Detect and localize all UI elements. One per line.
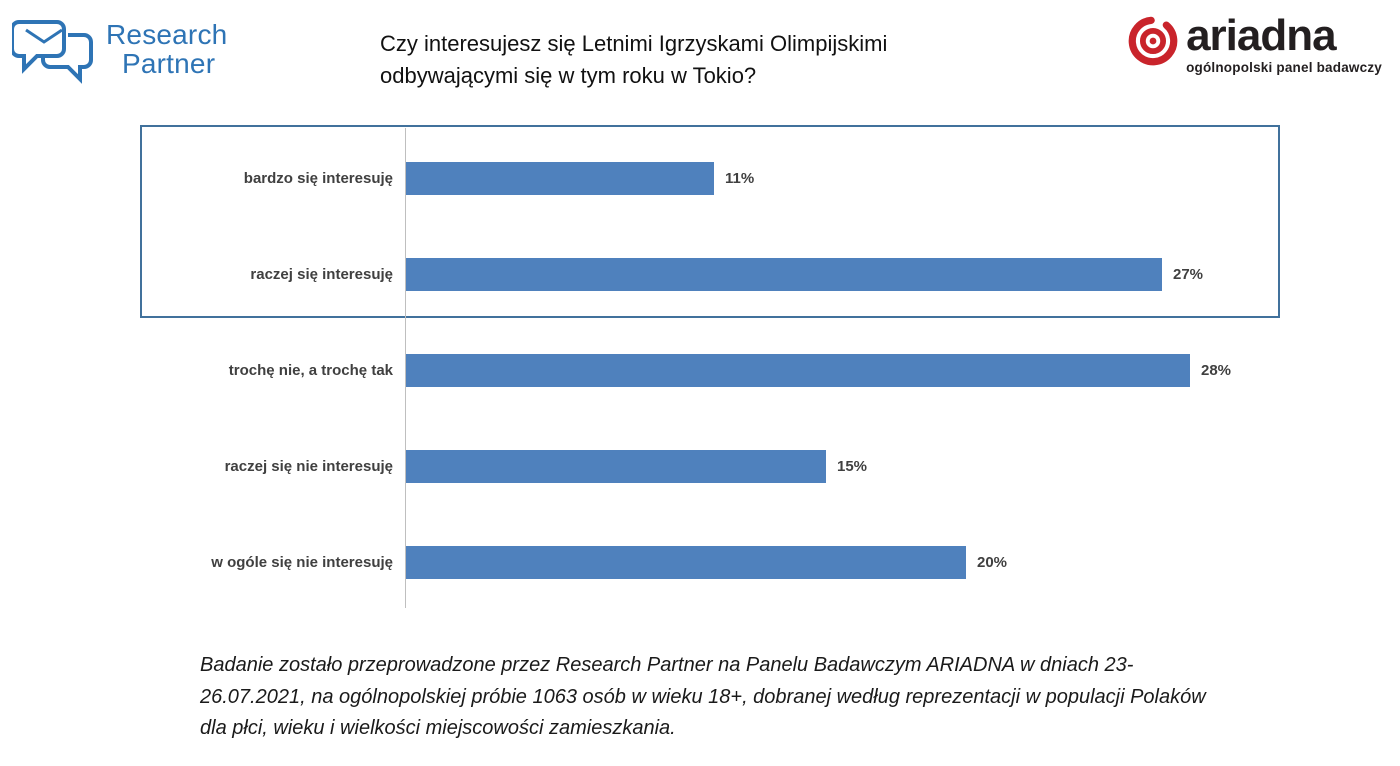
- category-label: w ogóle się nie interesuję: [211, 554, 393, 571]
- chart-row: raczej się interesuję 27%: [0, 258, 1400, 291]
- value-label: 20%: [977, 554, 1008, 571]
- bar: [406, 450, 826, 483]
- speech-bubbles-icon: [10, 10, 98, 89]
- title-line-1: Czy interesujesz się Letnimi Igrzyskami …: [380, 31, 888, 56]
- bar-chart: bardzo się interesuję 11% raczej się inter…: [0, 125, 1400, 615]
- value-label: 27%: [1173, 266, 1204, 283]
- bar: [406, 354, 1190, 387]
- bar: [406, 546, 966, 579]
- research-partner-line1: Research: [106, 18, 228, 50]
- ariadna-logo: ariadna ogólnopolski panel badawczy: [1126, 14, 1382, 75]
- ariadna-wordmark: ariadna: [1186, 11, 1337, 60]
- research-partner-wordmark: Research Partner: [106, 18, 228, 79]
- category-label: raczej się interesuję: [250, 266, 393, 283]
- chart-row: w ogóle się nie interesuję 20%: [0, 546, 1400, 579]
- chart-row: bardzo się interesuję 11%: [0, 162, 1400, 195]
- bar: [406, 162, 714, 195]
- category-label: raczej się nie interesuję: [224, 458, 393, 475]
- value-label: 28%: [1201, 362, 1232, 379]
- value-label: 15%: [837, 458, 868, 475]
- methodology-note: Badanie zostało przeprowadzone przez Res…: [200, 654, 1206, 740]
- chart-row: raczej się nie interesuję 15%: [0, 450, 1400, 483]
- research-partner-line2: Partner: [122, 47, 216, 79]
- research-partner-logo: Research Partner: [10, 10, 228, 89]
- survey-question-title: Czy interesujesz się Letnimi Igrzyskami …: [380, 28, 1020, 92]
- value-label: 11%: [725, 170, 755, 187]
- ariadna-subtitle: ogólnopolski panel badawczy: [1186, 60, 1382, 75]
- ariadna-target-icon: [1126, 14, 1180, 73]
- bar: [406, 258, 1162, 291]
- chart-row: trochę nie, a trochę tak 28%: [0, 354, 1400, 387]
- title-line-2: odbywającymi się w tym roku w Tokio?: [380, 62, 757, 88]
- category-axis-line: [405, 128, 406, 608]
- category-label: trochę nie, a trochę tak: [228, 362, 393, 379]
- category-label: bardzo się interesuję: [243, 170, 393, 187]
- highlight-box: [140, 125, 1280, 318]
